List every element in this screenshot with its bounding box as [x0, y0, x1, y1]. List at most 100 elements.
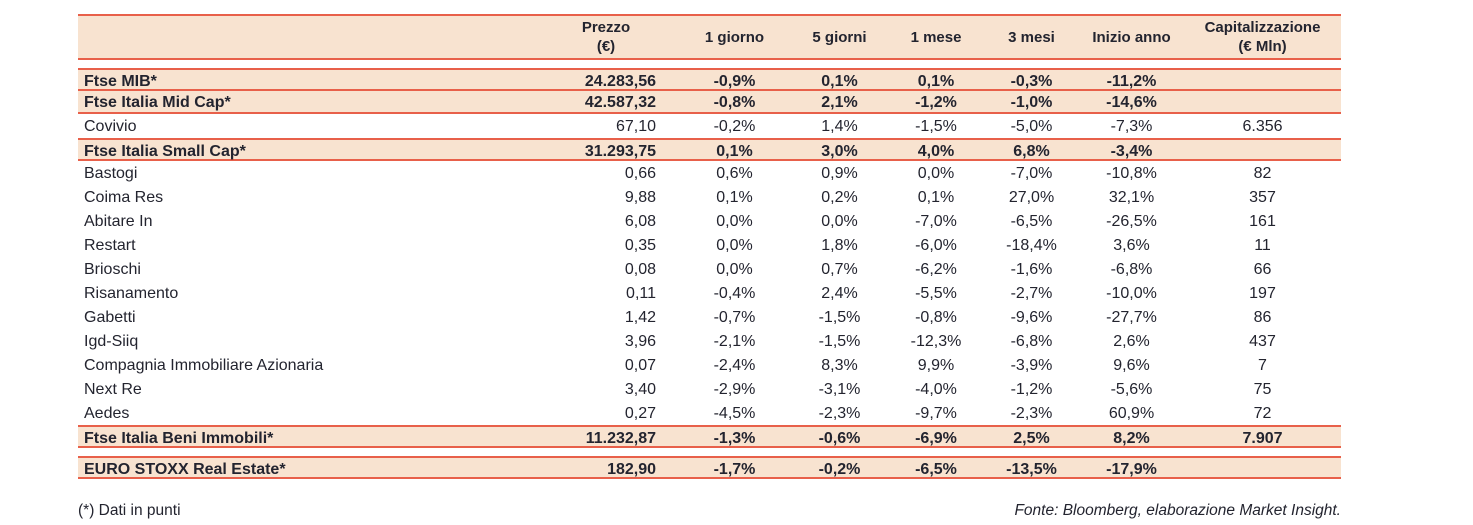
cell-inizio-anno: 32,1%	[1108, 188, 1155, 206]
table-body: Ftse MIB* 24.283,56 -0,9% 0,1% 0,1% -0,3% -11,…	[78, 68, 1341, 479]
cell-mese1: -0,8%	[915, 308, 957, 326]
index-row: Ftse Italia Mid Cap* 42.587,32 -0,8% 2,1% -1…	[78, 91, 1341, 114]
cell-giorni5: 0,7%	[821, 260, 858, 278]
cell-mesi3: -1,2%	[1010, 380, 1053, 398]
column-header-mese1: 1 mese	[910, 28, 962, 46]
cell-inizio-anno: -3,4%	[1110, 143, 1153, 160]
cell-name: Ftse MIB*	[84, 73, 157, 90]
cell-name: Igd-Siiq	[84, 332, 139, 350]
cell-name: Abitare In	[84, 212, 153, 230]
cell-giorno1: 0,0%	[716, 236, 753, 254]
cell-giorni5: 8,3%	[821, 356, 858, 374]
cell-giorni5: 2,1%	[821, 94, 858, 111]
cell-giorni5: 0,1%	[821, 73, 858, 90]
cell-capitalizzazione: 357	[1249, 188, 1276, 206]
stock-row: Covivio 67,10 -0,2% 1,4% -1,5% -5,0% -7,3% 6.35…	[78, 114, 1341, 138]
row-spacer	[78, 448, 1341, 456]
cell-inizio-anno: -10,8%	[1106, 164, 1157, 182]
cell-capitalizzazione: 75	[1253, 380, 1272, 398]
cell-name: Ftse Italia Beni Immobili*	[84, 430, 274, 447]
column-header-giorni5: 5 giorni	[812, 28, 867, 46]
stock-row: Restart 0,35 0,0% 1,8% -6,0% -18,4% 3,6% 11	[78, 233, 1341, 257]
cell-mese1: 0,1%	[917, 73, 955, 90]
cell-mese1: -6,9%	[915, 430, 957, 447]
cell-name: Brioschi	[84, 260, 141, 278]
column-header-prezzo: Prezzo (€)	[581, 19, 631, 55]
cell-giorno1: -1,3%	[713, 430, 756, 447]
cell-mese1: -4,0%	[915, 380, 957, 398]
cell-mesi3: -9,6%	[1010, 308, 1053, 326]
cell-prezzo: 24.283,56	[584, 73, 656, 90]
cell-prezzo: 6,08	[624, 212, 656, 230]
cell-giorno1: 0,1%	[716, 188, 753, 206]
cell-mese1: -12,3%	[910, 332, 962, 350]
cell-name: Aedes	[84, 404, 130, 422]
cell-giorni5: 0,9%	[821, 164, 858, 182]
cell-mese1: -6,5%	[915, 461, 957, 478]
cell-name: Risanamento	[84, 284, 179, 302]
cell-prezzo: 0,27	[624, 404, 656, 422]
cell-mese1: 0,1%	[917, 188, 955, 206]
cell-giorni5: 1,8%	[821, 236, 858, 254]
cell-giorno1: 0,0%	[716, 212, 753, 230]
cell-giorno1: -2,9%	[713, 380, 756, 398]
column-header-mesi3: 3 mesi	[1008, 28, 1055, 46]
cell-mese1: -5,5%	[915, 284, 957, 302]
cell-giorni5: -1,5%	[818, 332, 861, 350]
cell-prezzo: 3,40	[624, 380, 656, 398]
stock-row: Compagnia Immobiliare Azionaria 0,07 -2,4%…	[78, 353, 1341, 377]
cell-mese1: -6,2%	[915, 260, 957, 278]
cell-inizio-anno: -10,0%	[1106, 284, 1157, 302]
cell-prezzo: 0,66	[624, 164, 656, 182]
cell-name: Bastogi	[84, 164, 138, 182]
cell-name: Next Re	[84, 380, 142, 398]
cell-inizio-anno: -17,9%	[1106, 461, 1157, 478]
cell-capitalizzazione: 66	[1253, 260, 1272, 278]
cell-giorno1: -0,4%	[713, 284, 756, 302]
cell-inizio-anno: -11,2%	[1106, 73, 1157, 90]
cell-mesi3: 2,5%	[1013, 430, 1050, 447]
cell-name: EURO STOXX Real Estate*	[84, 461, 286, 478]
stock-row: Aedes 0,27 -4,5% -2,3% -9,7% -2,3% 60,9% 72	[78, 401, 1341, 425]
cell-prezzo: 3,96	[624, 332, 656, 350]
cell-giorno1: -0,9%	[713, 73, 756, 90]
cell-mese1: 0,0%	[917, 164, 955, 182]
cell-giorni5: 0,2%	[821, 188, 858, 206]
cell-mesi3: -1,0%	[1010, 94, 1053, 111]
cell-inizio-anno: -7,3%	[1110, 117, 1153, 135]
stock-row: Igd-Siiq 3,96 -2,1% -1,5% -12,3% -6,8% 2,6% 437	[78, 329, 1341, 353]
cell-giorno1: -4,5%	[713, 404, 756, 422]
cell-prezzo: 11.232,87	[585, 430, 656, 447]
cell-mesi3: -1,6%	[1010, 260, 1053, 278]
cell-prezzo: 67,10	[615, 117, 656, 135]
cell-capitalizzazione: 6.356	[1242, 117, 1283, 135]
cell-mese1: 9,9%	[917, 356, 955, 374]
cell-mesi3: 27,0%	[1008, 188, 1055, 206]
cell-giorni5: 2,4%	[821, 284, 858, 302]
cell-mesi3: -2,3%	[1010, 404, 1053, 422]
price-table: Prezzo (€) 1 giorno 5 giorni 1 mese 3 mesi Ini…	[78, 14, 1341, 479]
cell-inizio-anno: 2,6%	[1113, 332, 1150, 350]
cell-mese1: -1,2%	[915, 94, 957, 111]
cell-prezzo: 1,42	[624, 308, 656, 326]
column-header-giorno1: 1 giorno	[704, 28, 765, 46]
cell-inizio-anno: -27,7%	[1106, 308, 1157, 326]
cell-giorno1: -0,7%	[713, 308, 756, 326]
cell-mesi3: -7,0%	[1010, 164, 1053, 182]
cell-inizio-anno: -14,6%	[1106, 94, 1157, 111]
cell-name: Restart	[84, 236, 136, 254]
cell-giorno1: 0,1%	[716, 143, 753, 160]
cell-inizio-anno: 60,9%	[1108, 404, 1155, 422]
header-spacer	[78, 60, 1341, 68]
cell-mese1: -9,7%	[915, 404, 957, 422]
cell-prezzo: 9,88	[624, 188, 656, 206]
cell-name: Gabetti	[84, 308, 136, 326]
cell-prezzo: 0,11	[626, 284, 656, 302]
index-row: Ftse MIB* 24.283,56 -0,9% 0,1% 0,1% -0,3% -11,…	[78, 68, 1341, 91]
cell-prezzo: 31.293,75	[584, 143, 656, 160]
cell-giorno1: -0,8%	[713, 94, 756, 111]
cell-mesi3: 6,8%	[1013, 143, 1050, 160]
stock-row: Gabetti 1,42 -0,7% -1,5% -0,8% -9,6% -27,7% 86	[78, 305, 1341, 329]
cell-mesi3: -6,5%	[1010, 212, 1053, 230]
